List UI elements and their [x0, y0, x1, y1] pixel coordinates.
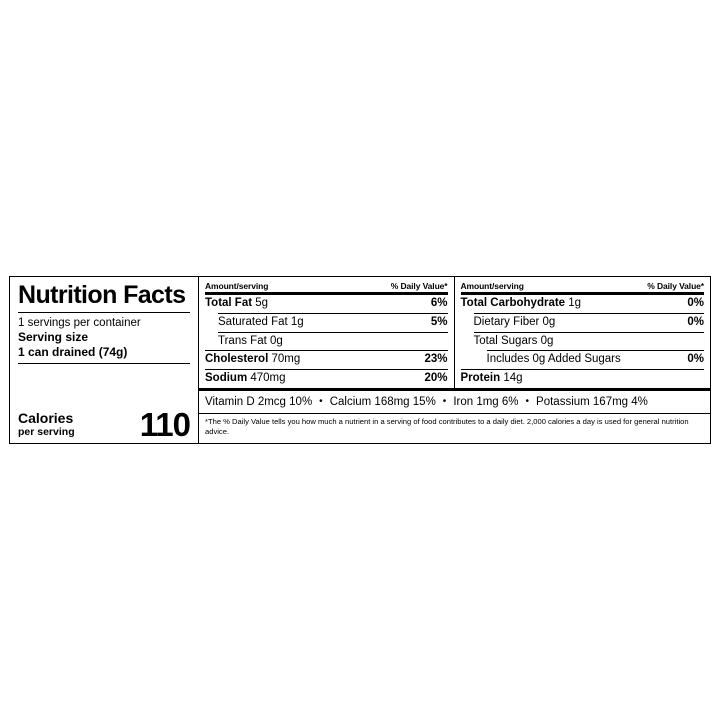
nutrient-daily-value: 6%	[430, 297, 448, 309]
nutrient-row: Protein 14g	[460, 369, 704, 388]
nutrient-row: Dietary Fiber 0g 0%	[473, 312, 704, 332]
nutrient-area: Amount/serving % Daily Value* Total Fat …	[199, 277, 710, 443]
nutrient-row: Total Carbohydrate 1g 0%	[461, 295, 705, 313]
nutrient-row: Saturated Fat 1g 5%	[218, 312, 448, 332]
nutrient-name: Cholesterol 70mg	[205, 353, 301, 366]
calories-labels: Calories per serving	[18, 410, 75, 441]
micronutrient-item: Vitamin D 2mcg 10%	[205, 395, 313, 408]
nutrient-row: Includes 0g Added Sugars 0%	[486, 350, 704, 369]
nutrient-name: Sodium 470mg	[205, 372, 286, 385]
amount-per-serving-header: Amount/serving	[460, 281, 524, 291]
nutrient-name: Total Fat 5g	[205, 297, 269, 309]
serving-size-label: Serving size	[18, 330, 89, 345]
nutrient-daily-value: 23%	[424, 353, 448, 366]
nutrient-name: Dietary Fiber 0g	[473, 315, 556, 328]
nutrient-row: Total Sugars 0g	[473, 331, 704, 351]
column-1-header: Amount/serving % Daily Value*	[205, 277, 448, 292]
nutrient-row: Cholesterol 70mg 23%	[205, 350, 448, 369]
nutrient-daily-value: 0%	[687, 315, 704, 328]
nutrients-bottom-rule	[199, 387, 710, 391]
amount-per-serving-header: Amount/serving	[205, 281, 269, 291]
micronutrient-item: Iron 1mg 6%	[453, 395, 519, 408]
nutrient-name: Protein 14g	[460, 372, 523, 385]
column-2-header: Amount/serving % Daily Value*	[461, 277, 705, 292]
nutrient-row: Sodium 470mg 20%	[205, 369, 448, 388]
title-rule	[18, 312, 190, 313]
nutrient-row: Total Fat 5g 6%	[205, 295, 448, 313]
label-masthead: Nutrition Facts 1 servings per container…	[10, 277, 199, 443]
bullet-separator-icon: •	[442, 395, 447, 407]
daily-value-header: % Daily Value*	[390, 281, 448, 291]
servings-per-container: 1 servings per container	[18, 317, 141, 329]
daily-value-header: % Daily Value*	[647, 281, 704, 291]
nutrient-name: Includes 0g Added Sugars	[486, 353, 621, 366]
daily-value-footnote: *The % Daily Value tells you how much a …	[199, 413, 710, 439]
nutrient-name: Saturated Fat 1g	[218, 315, 304, 328]
nutrient-columns: Amount/serving % Daily Value* Total Fat …	[199, 277, 710, 388]
column-1-rows: Total Fat 5g 6% Saturated Fat 1g 5% Trans Fa…	[205, 295, 448, 388]
nutrient-daily-value: 0%	[687, 353, 704, 366]
nutrient-column-1: Amount/serving % Daily Value* Total Fat …	[199, 277, 455, 388]
calories-value: 110	[139, 405, 191, 443]
nutrient-column-2: Amount/serving % Daily Value* Total Carb…	[455, 277, 711, 388]
serving-size-value: 1 can drained (74g)	[18, 345, 128, 360]
micronutrient-item: Potassium 167mg 4%	[536, 395, 648, 408]
column-1-header-rule	[205, 292, 448, 295]
column-2-header-rule	[460, 292, 704, 295]
serving-rule	[18, 363, 190, 365]
bullet-separator-icon: •	[525, 395, 530, 407]
micronutrient-item: Calcium 168mg 15%	[329, 395, 436, 408]
nutrient-daily-value: 0%	[687, 297, 704, 309]
nutrition-facts-panel: Nutrition Facts 1 servings per container…	[9, 276, 711, 444]
nutrient-daily-value: 20%	[424, 372, 448, 385]
nutrient-name: Trans Fat 0g	[218, 334, 283, 347]
bullet-separator-icon: •	[319, 395, 323, 407]
nutrient-name: Total Sugars 0g	[473, 334, 554, 347]
nutrient-name: Total Carbohydrate 1g	[460, 297, 582, 309]
micronutrient-row: Vitamin D 2mcg 10% • Calcium 168mg 15% • Iro…	[199, 391, 710, 413]
column-2-rows: Total Carbohydrate 1g 0% Dietary Fiber 0g 0…	[460, 295, 705, 388]
calories-sublabel: per serving	[18, 425, 75, 438]
page-title: Nutrition Facts	[18, 281, 186, 309]
calories-label: Calories	[18, 409, 74, 426]
nutrient-row: Trans Fat 0g	[218, 331, 448, 351]
nutrient-daily-value: 5%	[430, 315, 448, 328]
calories-block: Calories per serving 110	[18, 366, 191, 443]
